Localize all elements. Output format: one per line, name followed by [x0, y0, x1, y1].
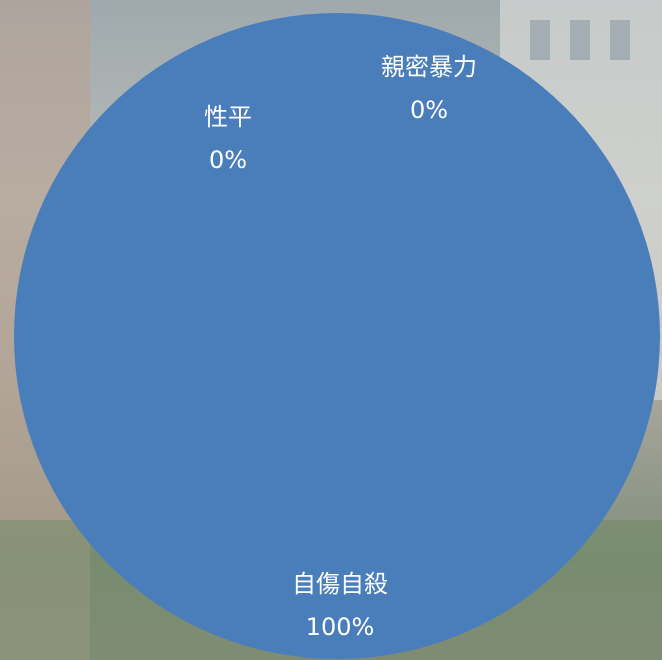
chart: 自傷自殺 100% 性平 0% 親密暴力 0%	[0, 0, 662, 660]
value-label: 0%	[209, 146, 247, 174]
screen: 自傷自殺 100% 性平 0% 親密暴力 0%	[0, 0, 662, 660]
value-label: 0%	[410, 96, 448, 124]
slice-label: 親密暴力	[381, 53, 477, 81]
slice-label: 性平	[204, 103, 252, 131]
value-label: 100%	[306, 613, 375, 641]
slice-label: 自傷自殺	[292, 570, 388, 598]
